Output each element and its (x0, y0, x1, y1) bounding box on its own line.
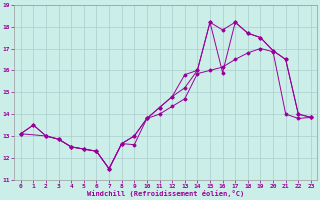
X-axis label: Windchill (Refroidissement éolien,°C): Windchill (Refroidissement éolien,°C) (87, 190, 244, 197)
